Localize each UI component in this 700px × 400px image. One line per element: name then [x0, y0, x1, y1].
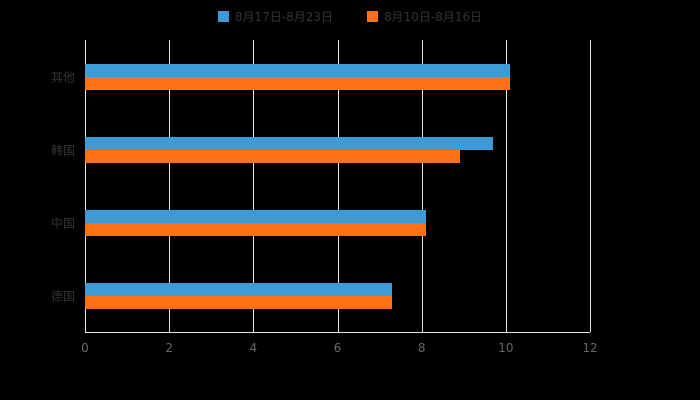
legend-swatch-icon	[217, 11, 229, 22]
bar-series-1	[85, 149, 460, 163]
gridline	[337, 40, 339, 332]
legend: 8月17日-8月23日 8月10日-8月16日	[0, 8, 700, 25]
bar-group	[85, 63, 590, 90]
y-axis-category-label: 韩国	[50, 143, 75, 157]
legend-label: 8月17日-8月23日	[234, 10, 333, 24]
gridline	[505, 40, 507, 332]
bar-series-1	[85, 76, 511, 90]
x-axis-tick-label: 0	[81, 341, 89, 355]
bar-group	[85, 136, 590, 163]
plot-area: 0 2 4 6 8 10 12 其他韩国中国德国	[51, 40, 598, 355]
bar-series-0	[85, 282, 393, 296]
gridline	[590, 40, 591, 332]
legend-item[interactable]: 8月17日-8月23日	[217, 8, 333, 25]
bar-series-1	[85, 295, 393, 309]
x-axis-tick-label: 6	[333, 341, 342, 355]
bar-series-0	[85, 209, 426, 223]
legend-label: 8月10日-8月16日	[384, 10, 483, 24]
bar-group	[85, 209, 590, 236]
x-axis-tick-label: 2	[165, 341, 173, 355]
x-axis-tick-label: 8	[417, 341, 426, 355]
x-axis-tick-label: 4	[249, 341, 258, 355]
gridline	[421, 40, 423, 332]
y-axis-category-label: 中国	[50, 216, 75, 230]
x-axis-tick-label: 12	[582, 341, 598, 355]
legend-item[interactable]: 8月10日-8月16日	[367, 8, 482, 25]
bar-series-0	[85, 63, 511, 77]
gridline	[253, 40, 255, 332]
y-axis-category-label: 其他	[50, 70, 75, 84]
gridline	[169, 40, 171, 332]
gridline	[85, 40, 86, 332]
y-axis-category-label: 德国	[50, 289, 75, 303]
bar-group	[85, 282, 590, 309]
bar-series-0	[85, 136, 494, 150]
legend-swatch-icon	[367, 11, 378, 22]
bar-series-1	[85, 222, 426, 236]
x-axis-tick-label: 10	[498, 341, 514, 355]
